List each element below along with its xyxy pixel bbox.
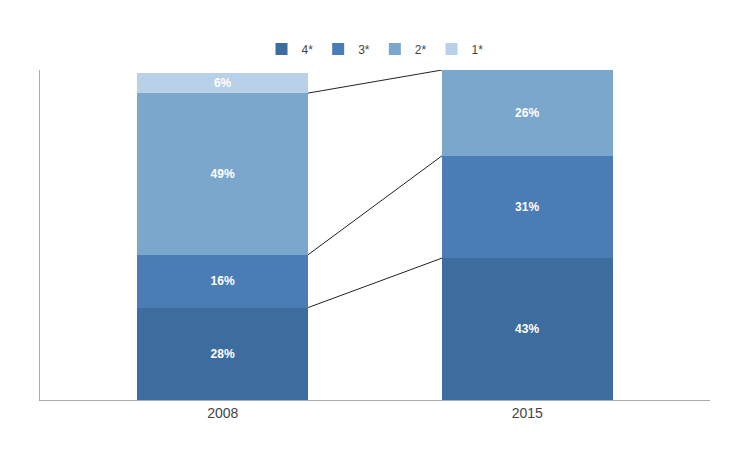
svg-text:16%: 16%: [211, 274, 235, 288]
svg-text:43%: 43%: [515, 322, 539, 336]
svg-text:4*: 4*: [302, 43, 314, 57]
svg-text:2015: 2015: [512, 405, 543, 421]
svg-text:1*: 1*: [472, 43, 484, 57]
svg-text:26%: 26%: [515, 106, 539, 120]
svg-text:49%: 49%: [211, 167, 235, 181]
svg-text:31%: 31%: [515, 200, 539, 214]
svg-text:2008: 2008: [207, 405, 238, 421]
svg-text:6%: 6%: [214, 76, 232, 90]
svg-text:28%: 28%: [211, 347, 235, 361]
svg-text:3*: 3*: [358, 43, 370, 57]
svg-text:2*: 2*: [415, 43, 427, 57]
